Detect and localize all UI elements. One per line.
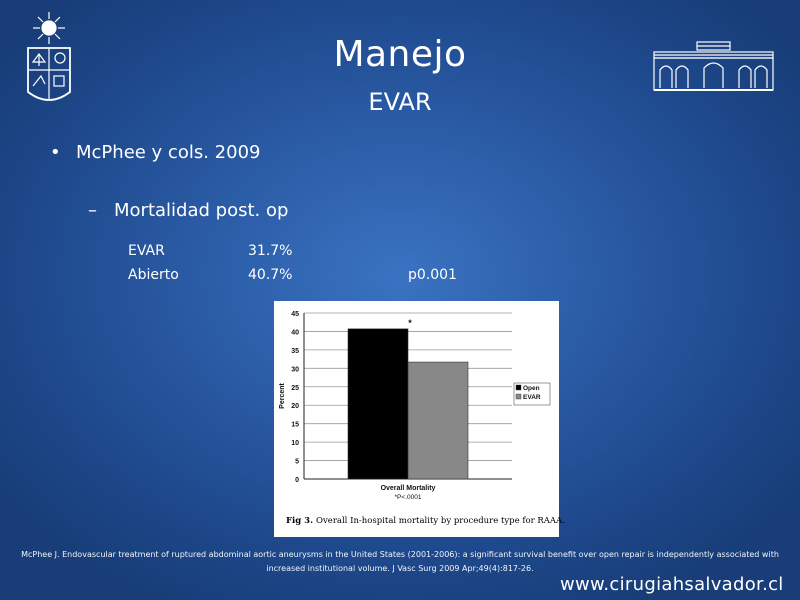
- bullet-level2-text: Mortalidad post. op: [114, 200, 289, 221]
- figure-caption: Fig 3. Overall In-hospital mortality by …: [286, 516, 565, 526]
- figure-caption-text: Overall In-hospital mortality by procedu…: [316, 516, 565, 526]
- y-tick-label: 35: [291, 348, 299, 355]
- university-crest-logo: [27, 12, 71, 101]
- y-tick-label: 10: [291, 440, 299, 447]
- bullet-level1: • McPhee y cols. 2009: [50, 142, 260, 163]
- y-axis-label: Percent: [279, 382, 286, 408]
- website-url: www.cirugiahsalvador.cl: [560, 574, 784, 595]
- legend-box: [513, 382, 551, 406]
- bullet-level1-text: McPhee y cols. 2009: [76, 142, 261, 163]
- figure-caption-prefix: Fig 3.: [286, 516, 314, 526]
- bar-evar: [407, 361, 469, 480]
- legend-label-open: Open: [523, 385, 540, 392]
- reference-citation: McPhee J. Endovascular treatment of rupt…: [21, 550, 779, 573]
- stat-label-abierto: Abierto: [128, 267, 179, 283]
- slide-title: Manejo: [333, 34, 467, 75]
- bullet-dash: –: [88, 200, 97, 221]
- significance-marker: *: [408, 318, 412, 328]
- building-logo: [653, 41, 774, 91]
- legend-label-evar: EVAR: [523, 394, 541, 401]
- stat-label-evar: EVAR: [128, 243, 165, 259]
- y-tick-label: 30: [291, 366, 299, 373]
- y-tick-label: 45: [291, 311, 299, 318]
- y-tick-label: 0: [295, 477, 299, 484]
- bar-open: [347, 328, 409, 480]
- legend-swatch-evar: [515, 393, 522, 400]
- y-tick-label: 40: [291, 329, 299, 336]
- y-tick-label: 15: [291, 422, 299, 429]
- y-tick-label: 20: [291, 403, 299, 410]
- bullet-dot: •: [50, 142, 61, 163]
- x-axis-label: Overall Mortality: [381, 485, 436, 492]
- chart-footnote: *P<.0001: [395, 494, 422, 501]
- stat-value-abierto: 40.7%: [248, 267, 293, 283]
- slide-subtitle: EVAR: [368, 88, 432, 116]
- bullet-level2: – Mortalidad post. op: [88, 200, 288, 221]
- y-tick-label: 5: [295, 459, 299, 466]
- bar-chart: 0 5 10 15 20 25 30 35 40 45 * Percent Overall Mortal…: [279, 311, 551, 501]
- legend-swatch-open: [515, 384, 522, 391]
- stat-pvalue: p0.001: [408, 267, 457, 283]
- y-tick-label: 25: [291, 385, 299, 392]
- stat-value-evar: 31.7%: [248, 243, 293, 259]
- chart-figure: 0 5 10 15 20 25 30 35 40 45 * Percent Overall Mortal…: [274, 301, 559, 537]
